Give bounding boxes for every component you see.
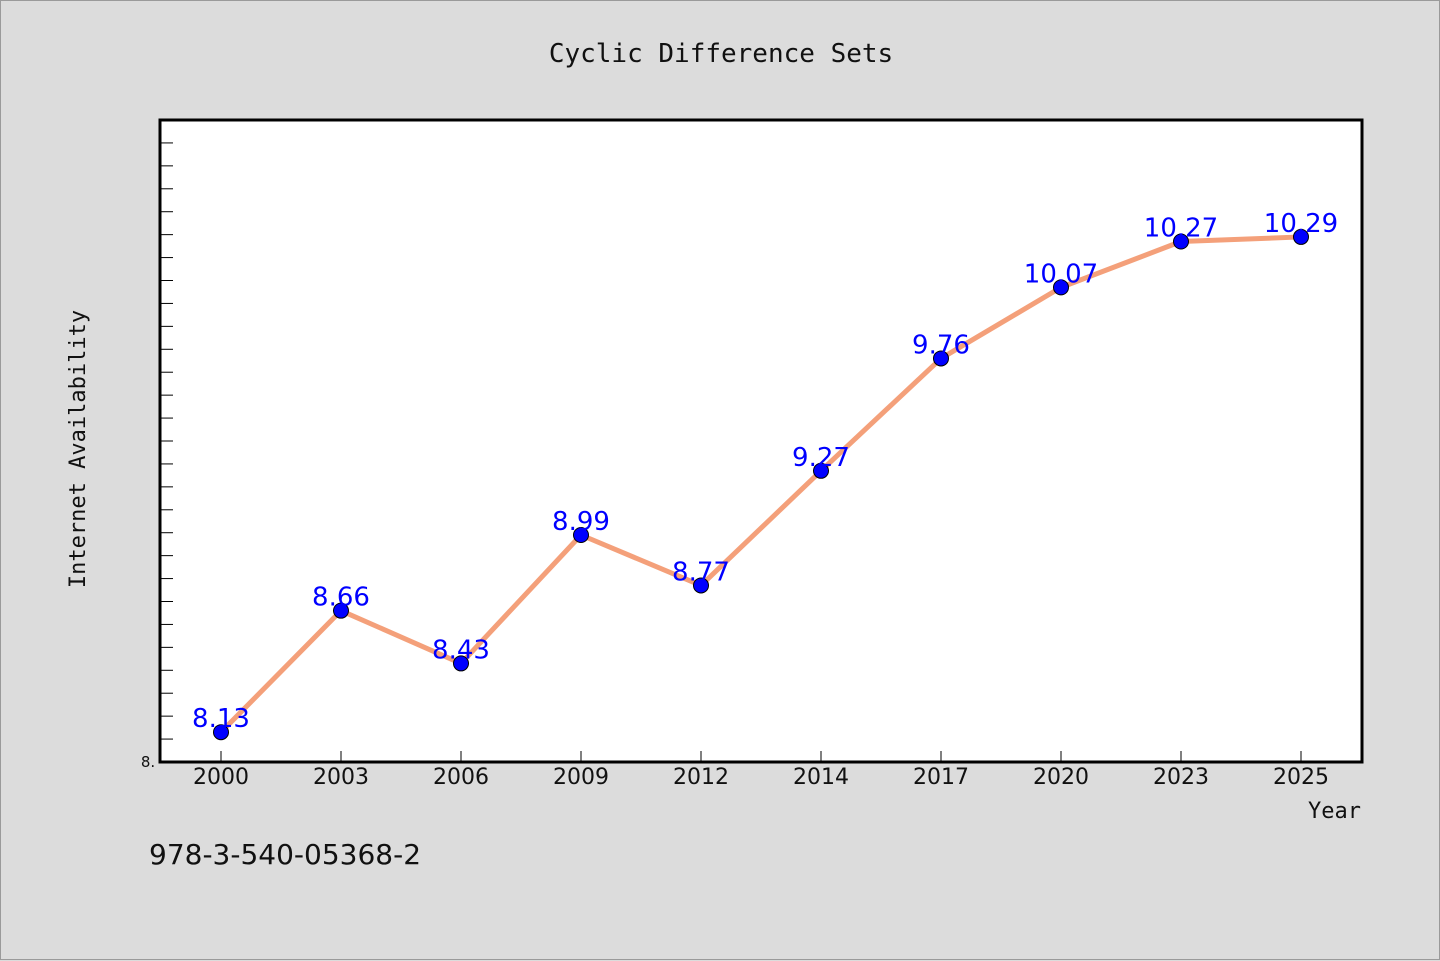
- x-tick-label: 2014: [793, 765, 849, 790]
- x-tick-label: 2006: [433, 765, 489, 790]
- y-tick-label: 8.: [141, 753, 155, 771]
- x-tick-label: 2025: [1273, 765, 1329, 790]
- data-point: [933, 350, 949, 367]
- y-axis-label: Internet Availability: [66, 310, 91, 588]
- data-label: 8.99: [552, 507, 610, 537]
- x-tick-label: 2009: [553, 765, 609, 790]
- data-label: 10.27: [1144, 214, 1218, 244]
- data-label: 8.66: [312, 583, 370, 613]
- x-axis-label: Year: [1308, 799, 1361, 824]
- series-line: [218, 234, 1304, 735]
- x-tick-label: 2012: [673, 765, 729, 790]
- x-axis-ticks: 2000 2003 2006 2009 2012 2014 2017 2020 2023 2025: [193, 751, 1329, 790]
- data-point: [453, 655, 469, 672]
- data-label: 10.29: [1264, 209, 1338, 239]
- data-point: [1053, 279, 1069, 296]
- data-label: 9.76: [912, 330, 970, 360]
- chart-title: Cyclic Difference Sets: [549, 39, 893, 69]
- x-tick-label: 2003: [313, 765, 369, 790]
- data-point: [813, 462, 829, 479]
- data-point: [1173, 233, 1189, 250]
- data-point: [333, 602, 349, 619]
- data-label: 9.27: [792, 443, 850, 473]
- plot-area: [158, 118, 1364, 764]
- data-label: 8.13: [192, 704, 250, 734]
- data-label-layer: 8.13 8.66 8.43 8.99 8.77 9.27 9.76 10.07 10.27 10…: [192, 209, 1338, 734]
- data-label: 8.43: [432, 635, 490, 665]
- data-point: [1293, 228, 1309, 245]
- data-label: 8.77: [672, 557, 730, 587]
- y-axis-ticks: [160, 119, 173, 763]
- data-point: [573, 527, 589, 544]
- data-label: 10.07: [1024, 259, 1098, 289]
- x-tick-label: 2023: [1153, 765, 1209, 790]
- data-point: [213, 724, 229, 741]
- x-tick-label: 2020: [1033, 765, 1089, 790]
- series-layer: [213, 228, 1309, 741]
- data-point: [693, 577, 709, 594]
- footer-code: 978-3-540-05368-2: [149, 838, 421, 871]
- x-tick-label: 2000: [193, 765, 249, 790]
- x-tick-label: 2017: [913, 765, 969, 790]
